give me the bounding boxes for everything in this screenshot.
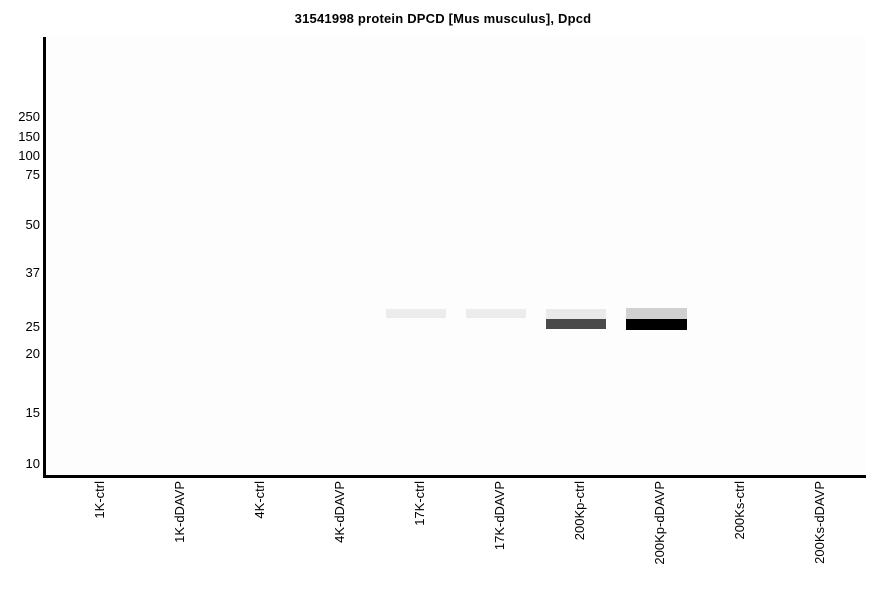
- lane-label: 1K-dDAVP: [172, 481, 187, 543]
- y-tick-label-250: 250: [18, 109, 40, 124]
- y-tick-label-15: 15: [25, 405, 40, 420]
- y-axis-line: [43, 37, 46, 478]
- lane-label: 200Ks-dDAVP: [812, 481, 827, 564]
- y-tick-label-20: 20: [25, 346, 40, 361]
- blot-band: [386, 309, 446, 318]
- lane-label: 200Kp-ctrl: [572, 481, 587, 541]
- blot-band: [546, 319, 606, 329]
- lane-label: 17K-dDAVP: [492, 481, 507, 551]
- lane-label: 1K-ctrl: [92, 481, 107, 519]
- lane-label: 17K-ctrl: [412, 481, 427, 526]
- blot-band: [546, 309, 606, 319]
- y-tick-label-100: 100: [18, 148, 40, 163]
- lane-label: 4K-dDAVP: [332, 481, 347, 543]
- lane-label: 200Ks-ctrl: [732, 481, 747, 540]
- y-tick-label-37: 37: [25, 265, 40, 280]
- lane-label: 200Kp-dDAVP: [652, 481, 667, 565]
- y-tick-label-10: 10: [25, 456, 40, 471]
- blot-band: [626, 319, 687, 330]
- blot-band: [626, 308, 687, 319]
- y-tick-label-25: 25: [25, 319, 40, 334]
- x-axis-line: [43, 475, 866, 478]
- y-tick-label-150: 150: [18, 129, 40, 144]
- y-tick-label-75: 75: [25, 167, 40, 182]
- plot-area: [46, 37, 866, 475]
- lane-label: 4K-ctrl: [252, 481, 267, 519]
- chart-title: 31541998 protein DPCD [Mus musculus], Dp…: [294, 11, 592, 26]
- y-tick-label-50: 50: [25, 217, 40, 232]
- blot-band: [466, 309, 526, 318]
